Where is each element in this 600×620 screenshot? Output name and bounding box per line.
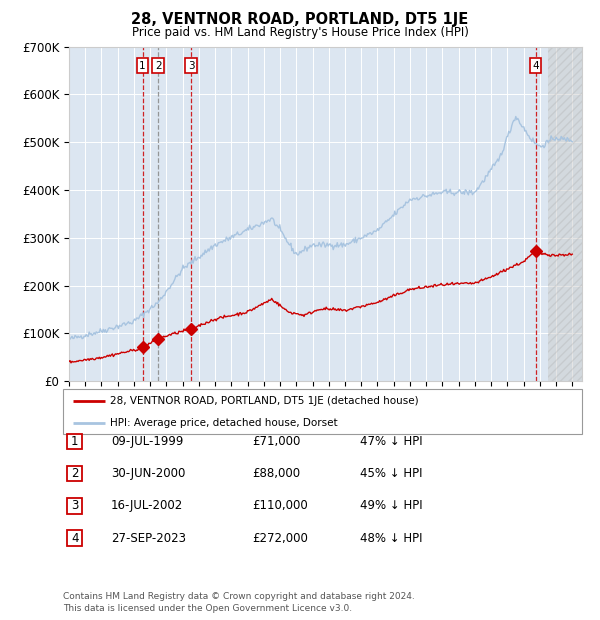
Text: 47% ↓ HPI: 47% ↓ HPI	[360, 435, 422, 448]
FancyBboxPatch shape	[67, 433, 82, 450]
Text: 2: 2	[71, 467, 79, 480]
Text: £272,000: £272,000	[252, 532, 308, 544]
Text: 2: 2	[155, 61, 161, 71]
Text: 30-JUN-2000: 30-JUN-2000	[111, 467, 185, 480]
Text: 09-JUL-1999: 09-JUL-1999	[111, 435, 184, 448]
Text: 1: 1	[139, 61, 146, 71]
Bar	[548, 46, 590, 381]
Text: Price paid vs. HM Land Registry's House Price Index (HPI): Price paid vs. HM Land Registry's House …	[131, 26, 469, 39]
Text: £110,000: £110,000	[252, 500, 308, 512]
Text: 28, VENTNOR ROAD, PORTLAND, DT5 1JE (detached house): 28, VENTNOR ROAD, PORTLAND, DT5 1JE (det…	[110, 396, 418, 407]
FancyBboxPatch shape	[63, 389, 582, 434]
Text: 1: 1	[71, 435, 79, 448]
Text: 45% ↓ HPI: 45% ↓ HPI	[360, 467, 422, 480]
Text: 3: 3	[188, 61, 195, 71]
Text: 16-JUL-2002: 16-JUL-2002	[111, 500, 183, 512]
Text: £88,000: £88,000	[252, 467, 300, 480]
Text: 4: 4	[71, 532, 79, 544]
Text: 4: 4	[532, 61, 539, 71]
FancyBboxPatch shape	[67, 530, 82, 546]
Text: HPI: Average price, detached house, Dorset: HPI: Average price, detached house, Dors…	[110, 418, 337, 428]
Text: 28, VENTNOR ROAD, PORTLAND, DT5 1JE: 28, VENTNOR ROAD, PORTLAND, DT5 1JE	[131, 12, 469, 27]
Text: 3: 3	[71, 500, 79, 512]
Text: 48% ↓ HPI: 48% ↓ HPI	[360, 532, 422, 544]
FancyBboxPatch shape	[67, 466, 82, 482]
Bar	[548, 46, 590, 381]
Text: £71,000: £71,000	[252, 435, 301, 448]
FancyBboxPatch shape	[67, 498, 82, 514]
Text: 27-SEP-2023: 27-SEP-2023	[111, 532, 186, 544]
Text: Contains HM Land Registry data © Crown copyright and database right 2024.
This d: Contains HM Land Registry data © Crown c…	[63, 591, 415, 613]
Text: 49% ↓ HPI: 49% ↓ HPI	[360, 500, 422, 512]
